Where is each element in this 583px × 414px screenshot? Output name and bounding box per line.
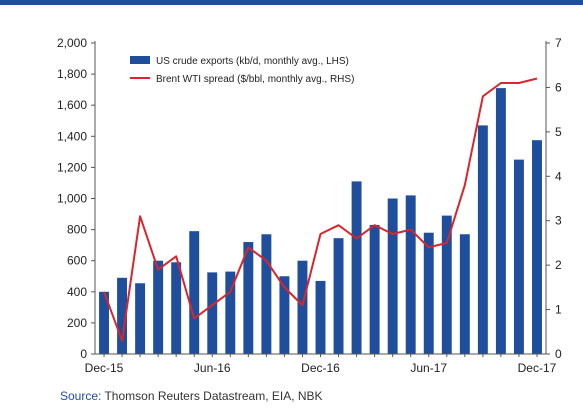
y-right-tick-label: 7	[555, 36, 562, 50]
source-prefix: Source:	[60, 389, 102, 403]
bar-Jan-17	[333, 238, 344, 354]
y-left-tick-label: 200	[67, 316, 87, 330]
bar-Jun-16	[207, 272, 218, 354]
bar-Oct-17	[495, 88, 506, 354]
bar-May-16	[189, 231, 200, 354]
y-left-tick-label: 0	[80, 347, 87, 361]
bar-Dec-16	[315, 280, 326, 354]
y-right-tick-label: 6	[555, 80, 562, 94]
y-left-tick-label: 1,800	[57, 67, 87, 81]
y-left-tick-label: 1,600	[57, 98, 87, 112]
bar-Oct-16	[279, 276, 290, 354]
y-left-tick-label: 1,400	[57, 129, 87, 143]
x-tick-label: Jun-17	[410, 361, 447, 375]
axes	[91, 41, 550, 357]
bar-Dec-15	[99, 291, 109, 354]
bar-Jan-16	[117, 277, 128, 354]
source-note: Source: Thomson Reuters Datastream, EIA,…	[60, 389, 323, 403]
bar-Jul-17	[441, 215, 452, 354]
bar-Jun-17	[423, 232, 434, 354]
legend-line-label: Brent WTI spread ($/bbl, monthly avg., R…	[156, 74, 354, 85]
y-right-tick-label: 3	[555, 214, 562, 228]
y-right-tick-label: 1	[555, 303, 562, 317]
bar-May-17	[405, 195, 416, 354]
bar-Apr-17	[387, 198, 398, 354]
bar-Mar-17	[369, 224, 380, 354]
y-right-tick-label: 4	[555, 169, 562, 183]
legend: US crude exports (kb/d, monthly avg., LH…	[130, 56, 354, 85]
bar-Dec-17	[532, 140, 542, 354]
bar-Feb-17	[351, 181, 362, 354]
bar-Nov-16	[297, 260, 308, 354]
y-left-tick-label: 1,000	[57, 192, 87, 206]
y-left-tick-label: 600	[67, 254, 87, 268]
y-left-tick-label: 800	[67, 223, 87, 237]
y-right-tick-label: 5	[555, 125, 562, 139]
x-tick-label: Dec-17	[518, 361, 557, 375]
y-left-tick-label: 400	[67, 285, 87, 299]
y-right-tick-label: 2	[555, 258, 562, 272]
bar-Mar-16	[153, 260, 164, 354]
y-left-tick-label: 1,200	[57, 160, 87, 174]
bar-Aug-17	[459, 234, 470, 354]
bar-Jul-16	[225, 271, 236, 354]
bar-Sep-17	[477, 125, 488, 354]
top-rule	[0, 0, 583, 5]
y-right-tick-label: 0	[555, 347, 562, 361]
x-tick-label: Dec-15	[85, 361, 124, 375]
tick-labels: 0 200 400 600 800 1,000 1,200 1,400 1,600 1,800 2,…	[57, 36, 562, 375]
line-series	[103, 77, 538, 342]
bar-Aug-16	[243, 242, 254, 354]
bar-Apr-16	[171, 262, 182, 354]
x-tick-label: Jun-16	[194, 361, 231, 375]
bar-series	[99, 88, 542, 354]
legend-bar-swatch	[130, 56, 150, 64]
bar-Feb-16	[135, 283, 146, 354]
source-text: Thomson Reuters Datastream, EIA, NBK	[101, 389, 323, 403]
legend-bar-label: US crude exports (kb/d, monthly avg., LH…	[156, 56, 349, 67]
x-tick-label: Dec-16	[301, 361, 340, 375]
bar-Nov-17	[513, 159, 524, 354]
bar-Sep-16	[261, 234, 272, 354]
y-left-tick-label: 2,000	[57, 36, 87, 50]
spread-line	[103, 77, 538, 342]
